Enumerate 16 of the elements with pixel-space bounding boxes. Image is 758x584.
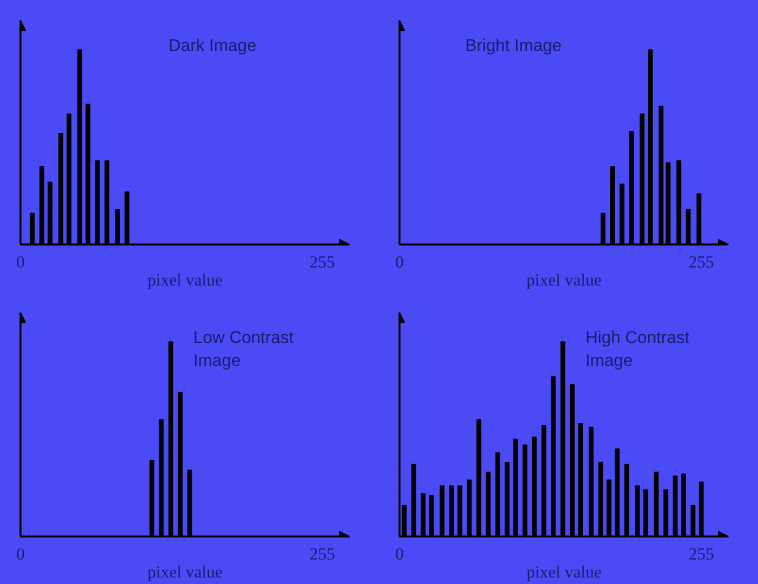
x-tick-label: 0: [16, 544, 25, 564]
x-tick-label: 255: [310, 252, 336, 272]
x-axis-title: pixel value: [526, 562, 602, 582]
x-axis-title: pixel value: [147, 270, 223, 290]
x-tick-label: 255: [310, 544, 336, 564]
x-tick-label: 255: [688, 544, 714, 564]
x-tick-label: 0: [395, 544, 404, 564]
chart-title: Bright Image: [465, 36, 562, 56]
chart-title: Low Contrast Image: [193, 328, 294, 370]
chart-title: Dark Image: [168, 36, 256, 56]
x-axis-title: pixel value: [147, 562, 223, 582]
x-axis-title: pixel value: [526, 270, 602, 290]
x-tick-label: 0: [395, 252, 404, 272]
chart-title: High Contrast Image: [585, 328, 690, 370]
x-tick-label: 0: [16, 252, 25, 272]
x-tick-label: 255: [688, 252, 714, 272]
